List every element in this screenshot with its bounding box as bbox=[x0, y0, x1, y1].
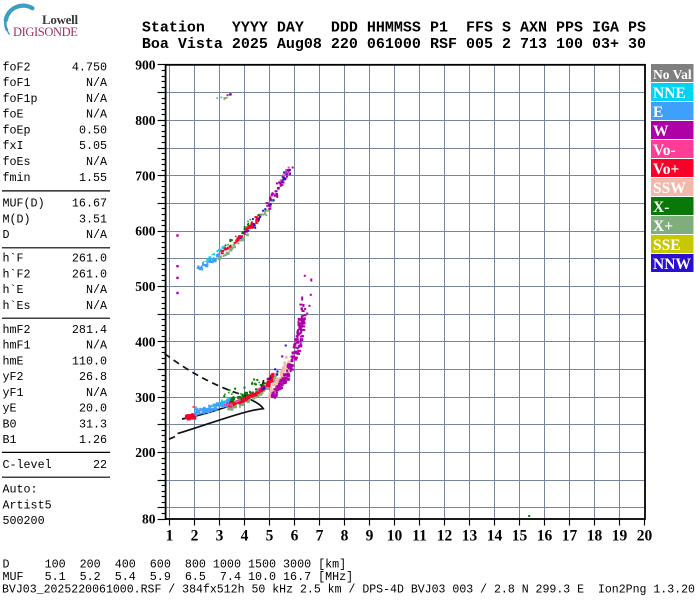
svg-text:X+: X+ bbox=[653, 218, 673, 235]
svg-text:SSW: SSW bbox=[653, 180, 686, 197]
svg-text:D 100 200 400 600 800: D 100 200 400 600 800 1000 1500 3000 [km… bbox=[3, 558, 347, 572]
svg-text:800: 800 bbox=[135, 113, 156, 128]
svg-text:Auto:: Auto: bbox=[3, 483, 38, 497]
svg-text:10: 10 bbox=[387, 527, 403, 544]
svg-text:3.51: 3.51 bbox=[79, 212, 107, 226]
svg-text:900: 900 bbox=[135, 58, 156, 73]
svg-text:9: 9 bbox=[366, 527, 374, 544]
svg-text:hmE: hmE bbox=[3, 354, 24, 368]
svg-text:261.0: 261.0 bbox=[72, 267, 107, 281]
svg-text:BVJ03_2025220061000.RSF / 384f: BVJ03_2025220061000.RSF / 384fx512h 50 k… bbox=[2, 584, 695, 597]
svg-text:yF1: yF1 bbox=[3, 386, 24, 400]
svg-text:261.0: 261.0 bbox=[72, 252, 107, 266]
svg-text:3: 3 bbox=[216, 527, 224, 544]
svg-text:4: 4 bbox=[241, 527, 249, 544]
svg-text:7: 7 bbox=[316, 527, 324, 544]
svg-text:6: 6 bbox=[291, 527, 299, 544]
svg-text:20: 20 bbox=[637, 527, 653, 544]
svg-text:No Val: No Val bbox=[653, 67, 692, 82]
svg-text:N/A: N/A bbox=[86, 299, 108, 313]
svg-text:18: 18 bbox=[587, 527, 603, 544]
svg-text:Vo+: Vo+ bbox=[653, 161, 680, 178]
svg-text:200: 200 bbox=[135, 445, 156, 460]
svg-text:foF1p: foF1p bbox=[3, 92, 38, 106]
svg-text:1: 1 bbox=[166, 527, 174, 544]
svg-text:NNW: NNW bbox=[653, 256, 691, 273]
svg-text:16.67: 16.67 bbox=[72, 197, 107, 211]
svg-text:X-: X- bbox=[653, 199, 669, 216]
svg-text:16: 16 bbox=[537, 527, 553, 544]
svg-text:5: 5 bbox=[266, 527, 274, 544]
svg-text:281.4: 281.4 bbox=[72, 323, 107, 337]
svg-text:1.26: 1.26 bbox=[79, 433, 107, 447]
svg-text:N/A: N/A bbox=[86, 339, 108, 353]
svg-text:N/A: N/A bbox=[86, 92, 108, 106]
svg-text:E: E bbox=[653, 104, 663, 121]
svg-text:h`E: h`E bbox=[3, 283, 24, 297]
svg-text:4.750: 4.750 bbox=[72, 60, 107, 74]
svg-text:W: W bbox=[653, 123, 669, 140]
svg-text:19: 19 bbox=[612, 527, 628, 544]
svg-text:foEp: foEp bbox=[3, 124, 31, 138]
svg-text:NNE: NNE bbox=[653, 85, 686, 102]
svg-text:h`F2: h`F2 bbox=[3, 267, 31, 281]
svg-text:15: 15 bbox=[512, 527, 528, 544]
svg-text:DIGISONDE: DIGISONDE bbox=[13, 25, 78, 39]
svg-text:8: 8 bbox=[341, 527, 349, 544]
svg-text:N/A: N/A bbox=[86, 386, 108, 400]
svg-text:M(D): M(D) bbox=[3, 212, 31, 226]
svg-text:14: 14 bbox=[487, 527, 503, 544]
svg-text:2: 2 bbox=[191, 527, 199, 544]
svg-text:D: D bbox=[3, 228, 10, 242]
svg-text:Vo-: Vo- bbox=[653, 142, 676, 159]
svg-text:C-level: C-level bbox=[3, 458, 52, 472]
svg-text:foF1: foF1 bbox=[3, 76, 31, 90]
svg-text:N/A: N/A bbox=[86, 155, 108, 169]
svg-text:Station YYYY DAY DDD HHMMS: Station YYYY DAY DDD HHMMSS P1 FFS S AXN… bbox=[142, 20, 646, 37]
svg-text:300: 300 bbox=[135, 390, 156, 405]
svg-text:Artist5: Artist5 bbox=[3, 498, 52, 512]
svg-text:hmF2: hmF2 bbox=[3, 323, 31, 337]
svg-text:700: 700 bbox=[135, 168, 156, 183]
svg-text:B0: B0 bbox=[3, 417, 17, 431]
svg-text:26.8: 26.8 bbox=[79, 370, 107, 384]
svg-text:80: 80 bbox=[142, 512, 156, 527]
svg-text:MUF(D): MUF(D) bbox=[3, 197, 45, 211]
svg-text:31.3: 31.3 bbox=[79, 417, 107, 431]
svg-text:N/A: N/A bbox=[86, 283, 108, 297]
svg-text:B1: B1 bbox=[3, 433, 17, 447]
svg-text:N/A: N/A bbox=[86, 76, 108, 90]
svg-text:11: 11 bbox=[412, 527, 427, 544]
svg-text:5.05: 5.05 bbox=[79, 139, 107, 153]
svg-text:fmin: fmin bbox=[3, 171, 31, 185]
svg-text:Lowell: Lowell bbox=[42, 12, 78, 27]
svg-text:12: 12 bbox=[437, 527, 453, 544]
svg-text:N/A: N/A bbox=[86, 228, 108, 242]
svg-text:hmF1: hmF1 bbox=[3, 339, 31, 353]
svg-text:17: 17 bbox=[562, 527, 578, 544]
svg-text:h`F: h`F bbox=[3, 252, 24, 266]
svg-text:13: 13 bbox=[462, 527, 478, 544]
svg-text:yE: yE bbox=[3, 402, 17, 416]
svg-text:N/A: N/A bbox=[86, 108, 108, 122]
svg-text:500: 500 bbox=[135, 279, 156, 294]
svg-text:500200: 500200 bbox=[3, 514, 45, 528]
svg-text:20.0: 20.0 bbox=[79, 402, 107, 416]
svg-text:110.0: 110.0 bbox=[72, 354, 107, 368]
svg-text:yF2: yF2 bbox=[3, 370, 24, 384]
svg-text:600: 600 bbox=[135, 224, 156, 239]
svg-text:400: 400 bbox=[135, 334, 156, 349]
svg-text:1.55: 1.55 bbox=[79, 171, 107, 185]
svg-text:MUF 5.1 5.2 5.4 5.9 6.5: MUF 5.1 5.2 5.4 5.9 6.5 7.4 10.0 16.7 [M… bbox=[3, 570, 354, 584]
svg-text:SSE: SSE bbox=[653, 237, 681, 254]
svg-text:foE: foE bbox=[3, 108, 24, 122]
svg-text:Boa Vista 2025 Aug08 220 06100: Boa Vista 2025 Aug08 220 061000 RSF 005 … bbox=[142, 36, 646, 53]
svg-text:22: 22 bbox=[93, 458, 107, 472]
svg-text:foF2: foF2 bbox=[3, 60, 31, 74]
svg-text:0.50: 0.50 bbox=[79, 124, 107, 138]
svg-text:h`Es: h`Es bbox=[3, 299, 31, 313]
svg-text:fxI: fxI bbox=[3, 139, 24, 153]
svg-text:foEs: foEs bbox=[3, 155, 31, 169]
